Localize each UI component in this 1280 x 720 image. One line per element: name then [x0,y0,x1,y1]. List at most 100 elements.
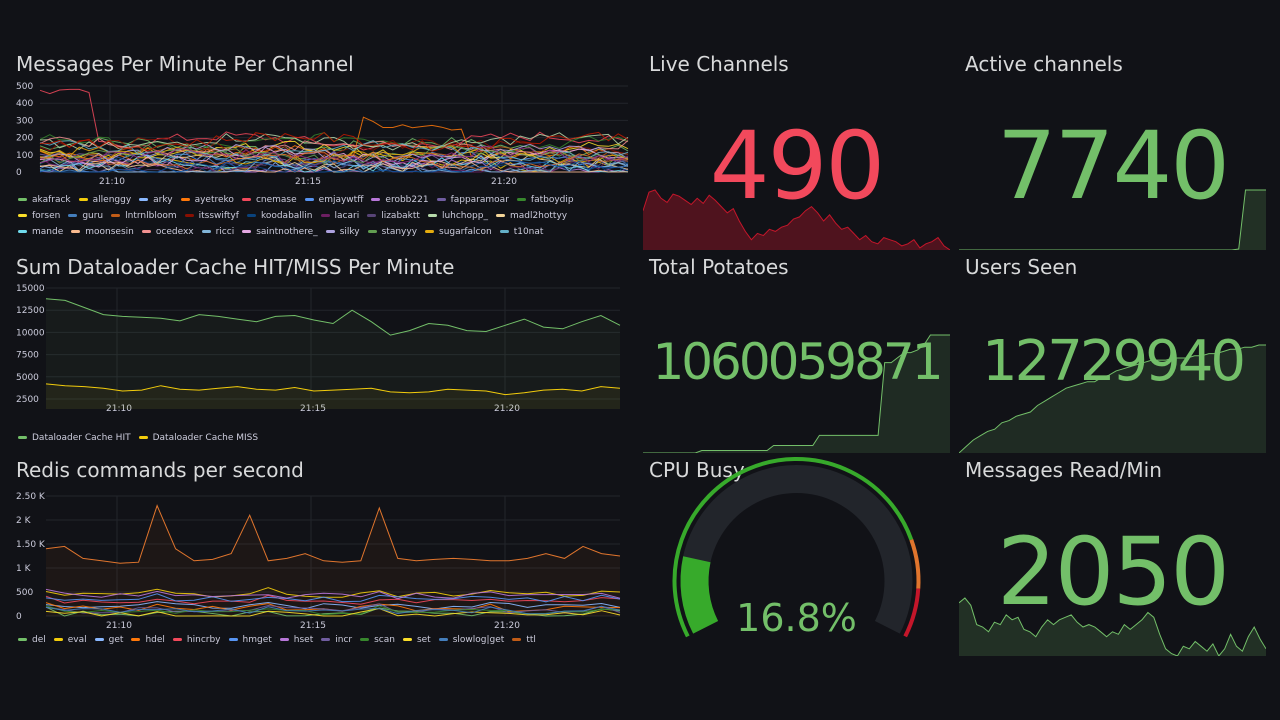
legend-item[interactable]: del [18,632,46,648]
legend-item[interactable]: Dataloader Cache HIT [18,430,131,446]
legend-label: koodaballin [260,211,313,221]
legend-label: cnemase [255,195,297,205]
legend-swatch [201,230,211,233]
panel-title: Redis commands per second [16,458,304,482]
legend-swatch [438,638,448,641]
legend-item[interactable]: hmget [228,632,272,648]
legend-item[interactable]: itsswiftyf [184,208,239,224]
legend-swatch [246,214,256,217]
legend-item[interactable]: incr [321,632,352,648]
legend-label: itsswiftyf [198,211,239,221]
legend-label: hmget [242,635,272,645]
y-tick-label: 300 [16,116,33,126]
legend-label: scan [374,635,395,645]
legend-item[interactable]: sugarfalcon [425,224,492,240]
messages-panel: Messages Per Minute Per Channel 500 400 30… [10,40,630,243]
legend-item[interactable]: silky [325,224,360,240]
live-channels-sparkline [643,189,950,250]
legend-label: silky [339,227,360,237]
legend-item[interactable]: lntrnlbloom [111,208,177,224]
cache-chart[interactable]: 15000 12500 10000 7500 5000 2500 21:10 21:15 21:… [10,243,630,428]
gauge-threshold-green [672,457,914,638]
y-tick-label: 1.50 K [16,540,46,550]
messages-legend: akafrack allenggy arky ayetreko cnemase emjay… [18,192,618,242]
legend-swatch [499,230,509,233]
y-tick-label: 100 [16,151,33,161]
legend-item[interactable]: forsen [18,208,60,224]
legend-item[interactable]: t10nat [499,224,543,240]
legend-item[interactable]: emjaywtff [304,192,363,208]
series-line [39,140,629,161]
legend-item[interactable]: ricci [201,224,234,240]
legend-swatch [138,436,148,439]
redis-chart[interactable]: 2.50 K 2 K 1.50 K 1 K 500 0 21:10 21:15 21:20 [10,446,630,631]
sparkline-area [959,345,1266,453]
legend-item[interactable]: stanyyy [367,224,417,240]
series-area [46,298,620,409]
legend-item[interactable]: koodaballin [246,208,313,224]
series-line [45,383,621,396]
live-channels-panel: Live Channels 490 [643,40,950,250]
legend-item[interactable]: mande [18,224,63,240]
series-line [45,588,621,600]
legend-item[interactable]: cnemase [241,192,297,208]
legend-item[interactable]: ttl [512,632,536,648]
sparkline-line [959,597,1266,656]
x-tick-label: 21:10 [106,621,132,631]
legend-item[interactable]: lacari [320,208,359,224]
y-tick-label: 0 [16,168,22,178]
legend-item[interactable]: toster_stroodl [18,240,94,242]
legend-item[interactable]: set [402,632,431,648]
series-line [39,144,629,166]
legend-item[interactable]: akafrack [18,192,71,208]
legend-item[interactable]: scan [360,632,395,648]
legend-item[interactable]: madl2hottyy [495,208,568,224]
legend-item[interactable]: moonsesin [71,224,134,240]
series-line [45,601,621,610]
legend-item[interactable]: arky [139,192,173,208]
legend-swatch [512,638,522,641]
series-line [45,607,621,617]
legend-swatch [18,436,27,439]
legend-label: guru [82,211,104,221]
series-line [39,136,629,157]
legend-swatch [71,230,81,233]
legend-item[interactable]: get [94,632,123,648]
legend-item[interactable]: lizabaktt [367,208,420,224]
legend-item[interactable]: fapparamoar [436,192,509,208]
legend-item[interactable]: hincrby [172,632,221,648]
series-line [45,298,621,336]
legend-swatch [425,230,435,233]
legend-item[interactable]: ocedexx [141,224,194,240]
legend-label: Dataloader Cache MISS [152,433,259,443]
cpu-busy-panel: CPU Busy 16.8% [643,446,950,656]
legend-item[interactable]: hset [279,632,313,648]
legend-swatch [141,230,151,233]
legend-item[interactable]: vedal987 [102,240,158,242]
legend-item[interactable]: visix2 [166,240,206,242]
users-seen-panel: Users Seen 12729940 [959,243,1266,453]
series-line [45,593,621,603]
legend-item[interactable]: fatboydip [516,192,574,208]
legend-item[interactable]: eval [53,632,87,648]
messages-read-panel: Messages Read/Min 2050 [959,446,1266,656]
stat-value: 490 [709,112,885,221]
legend-item[interactable]: luhchopp_ [427,208,488,224]
messages-chart[interactable]: 500 400 300 200 100 0 21:10 21:15 21:20 [10,40,630,190]
legend-item[interactable]: vulpeshd [214,240,269,242]
legend-item[interactable]: erobb221 [371,192,429,208]
legend-item[interactable]: guru [68,208,103,224]
legend-item[interactable]: hdel [131,632,165,648]
series-line [45,504,621,564]
legend-item[interactable]: ayetreko [180,192,234,208]
legend-item[interactable]: Dataloader Cache MISS [138,430,259,446]
legend-item[interactable]: allenggy [78,192,131,208]
legend-label: madl2hottyy [509,211,568,221]
legend-swatch [360,638,370,641]
total-potatoes-sparkline [643,334,950,453]
y-tick-label: 500 [16,82,33,92]
legend-item[interactable]: slowlog|get [438,632,504,648]
legend-item[interactable]: saintnothere_ [242,224,318,240]
y-tick-label: 0 [16,612,22,622]
legend-swatch [371,198,381,201]
